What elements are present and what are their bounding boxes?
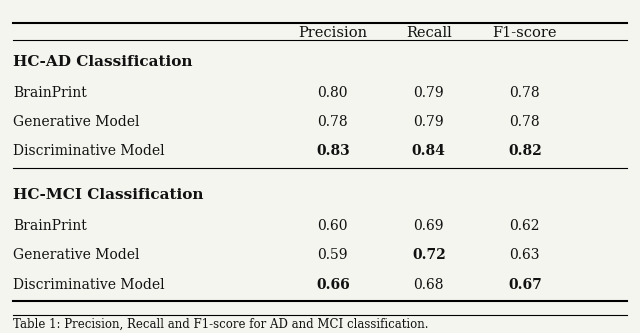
Text: 0.82: 0.82	[508, 145, 541, 159]
Text: 0.78: 0.78	[509, 86, 540, 100]
Text: 0.79: 0.79	[413, 115, 444, 129]
Text: 0.78: 0.78	[317, 115, 348, 129]
Text: HC-AD Classification: HC-AD Classification	[13, 55, 192, 69]
Text: 0.78: 0.78	[509, 115, 540, 129]
Text: 0.69: 0.69	[413, 219, 444, 233]
Text: 0.60: 0.60	[317, 219, 348, 233]
Text: HC-MCI Classification: HC-MCI Classification	[13, 188, 204, 202]
Text: 0.84: 0.84	[412, 145, 445, 159]
Text: 0.83: 0.83	[316, 145, 349, 159]
Text: Table 1: Precision, Recall and F1-score for AD and MCI classification.: Table 1: Precision, Recall and F1-score …	[13, 318, 428, 331]
Text: F1-score: F1-score	[493, 26, 557, 40]
Text: 0.79: 0.79	[413, 86, 444, 100]
Text: 0.66: 0.66	[316, 278, 349, 292]
Text: BrainPrint: BrainPrint	[13, 219, 86, 233]
Text: Precision: Precision	[298, 26, 367, 40]
Text: 0.80: 0.80	[317, 86, 348, 100]
Text: 0.67: 0.67	[508, 278, 541, 292]
Text: Generative Model: Generative Model	[13, 115, 140, 129]
Text: 0.63: 0.63	[509, 248, 540, 262]
Text: 0.72: 0.72	[412, 248, 445, 262]
Text: BrainPrint: BrainPrint	[13, 86, 86, 100]
Text: Generative Model: Generative Model	[13, 248, 140, 262]
Text: 0.68: 0.68	[413, 278, 444, 292]
Text: 0.59: 0.59	[317, 248, 348, 262]
Text: Recall: Recall	[406, 26, 452, 40]
Text: Discriminative Model: Discriminative Model	[13, 278, 164, 292]
Text: Discriminative Model: Discriminative Model	[13, 145, 164, 159]
Text: 0.62: 0.62	[509, 219, 540, 233]
